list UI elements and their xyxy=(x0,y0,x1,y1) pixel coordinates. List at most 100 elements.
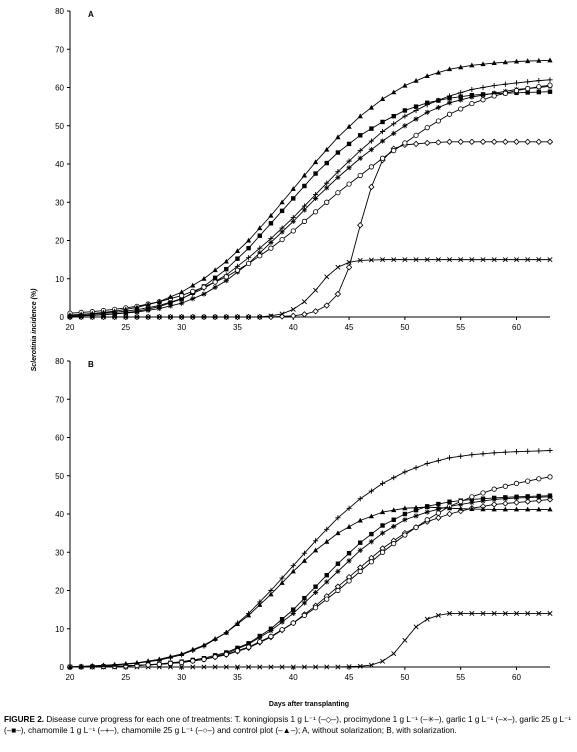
circle-marker xyxy=(502,90,508,96)
x-tick-label: 20 xyxy=(66,323,75,332)
plus-marker xyxy=(525,448,531,454)
plus-marker xyxy=(346,505,352,511)
square-marker xyxy=(413,507,419,513)
y-tick-label: 30 xyxy=(55,548,64,557)
circle-marker xyxy=(513,480,520,486)
plus-marker xyxy=(536,448,542,454)
triangle-marker xyxy=(379,96,386,101)
circle-marker xyxy=(290,620,296,626)
panel-a-chart: A 0 10 20 30 40 50 60 70 80 20 25 30 35 40 45 50 55 60 xyxy=(55,7,554,332)
y-tick-label: 10 xyxy=(55,275,64,284)
x-marker xyxy=(413,257,419,263)
circle-marker xyxy=(368,559,374,565)
x-marker xyxy=(223,664,229,670)
x-marker xyxy=(469,257,475,263)
y-axis-title: Sclerotinia incidence (%) xyxy=(31,288,38,372)
triangle-marker xyxy=(346,123,352,129)
circle-marker xyxy=(446,111,453,117)
square-marker xyxy=(291,196,296,201)
x-marker xyxy=(279,311,285,317)
series-line xyxy=(69,84,551,314)
x-axis-title: Days after transplanting xyxy=(269,701,349,708)
diamond-marker xyxy=(535,497,543,504)
diamond-marker xyxy=(424,139,431,147)
triangle-marker xyxy=(290,568,296,574)
square-marker xyxy=(335,561,341,566)
circle-marker xyxy=(480,490,486,496)
x-marker xyxy=(134,314,140,320)
triangle-marker xyxy=(123,660,129,666)
panel-label: A xyxy=(88,10,94,19)
plus-marker xyxy=(391,475,397,481)
y-tick-label: 50 xyxy=(55,472,64,481)
diamond-marker xyxy=(491,501,498,508)
star-marker xyxy=(179,300,185,306)
circle-marker xyxy=(525,86,531,92)
x-marker xyxy=(368,257,374,263)
square-marker xyxy=(224,266,229,272)
x-tick-label: 30 xyxy=(177,673,186,682)
square-marker xyxy=(257,233,262,238)
triangle-marker xyxy=(502,506,508,512)
triangle-marker xyxy=(156,656,162,662)
star-marker xyxy=(391,523,397,530)
circle-marker xyxy=(435,118,441,124)
circle-marker xyxy=(491,486,497,492)
plus-marker xyxy=(547,77,553,83)
plus-marker xyxy=(324,180,330,186)
square-marker xyxy=(246,245,251,251)
diamond-marker xyxy=(301,311,308,318)
star-marker xyxy=(402,517,408,523)
circle-marker xyxy=(268,633,274,640)
star-marker xyxy=(413,513,419,519)
triangle-marker xyxy=(167,294,174,299)
circle-marker xyxy=(167,660,174,666)
triangle-marker xyxy=(190,646,196,652)
triangle-marker xyxy=(112,661,118,667)
triangle-marker xyxy=(413,504,419,510)
triangle-marker xyxy=(279,580,285,585)
plus-marker xyxy=(268,235,274,242)
plus-marker xyxy=(301,203,308,209)
series-line xyxy=(69,476,551,668)
triangle-marker xyxy=(469,506,475,512)
diamond-marker xyxy=(491,138,498,145)
star-marker xyxy=(279,619,285,625)
star-marker xyxy=(346,558,352,564)
star-marker xyxy=(324,579,330,585)
circle-marker xyxy=(324,596,330,602)
square-marker xyxy=(212,275,218,280)
series-star xyxy=(67,83,553,319)
circle-marker xyxy=(279,236,285,243)
diamond-marker xyxy=(345,264,353,271)
x-marker xyxy=(290,664,296,670)
triangle-marker xyxy=(78,311,84,317)
star-marker xyxy=(301,600,308,606)
triangle-marker xyxy=(379,509,386,515)
series-plus xyxy=(67,447,553,670)
diamond-marker xyxy=(502,500,509,507)
triangle-marker xyxy=(525,506,531,512)
star-marker xyxy=(223,278,229,284)
square-marker xyxy=(268,626,274,631)
square-marker xyxy=(402,511,408,517)
triangle-marker xyxy=(312,547,319,553)
x-marker xyxy=(424,257,430,263)
y-tick-label: 20 xyxy=(55,237,64,246)
y-tick-label: 60 xyxy=(55,434,64,443)
plus-marker xyxy=(547,447,553,454)
star-marker xyxy=(357,547,363,553)
circle-marker xyxy=(234,648,241,654)
star-marker xyxy=(324,185,330,191)
star-marker xyxy=(480,498,486,504)
plus-marker xyxy=(458,90,464,96)
square-marker xyxy=(547,89,553,94)
plus-marker xyxy=(368,138,374,144)
triangle-marker xyxy=(424,73,430,79)
x-marker xyxy=(290,306,296,312)
y-tick-label: 70 xyxy=(55,45,64,54)
y-tick-label: 10 xyxy=(55,625,64,634)
triangle-marker xyxy=(179,289,185,295)
plus-marker xyxy=(346,158,352,164)
plus-marker xyxy=(424,102,430,108)
